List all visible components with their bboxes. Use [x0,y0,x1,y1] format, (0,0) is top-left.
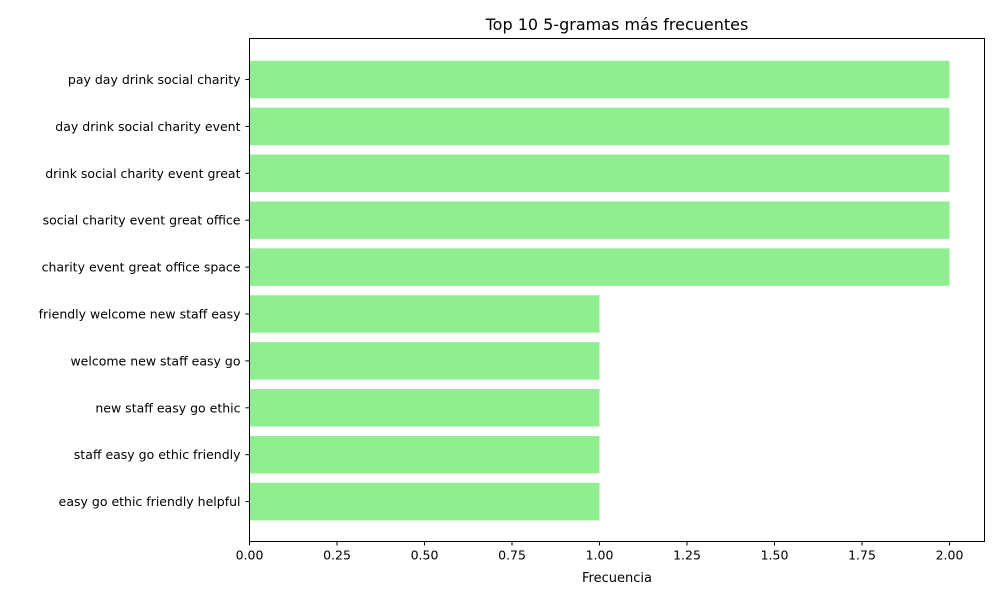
bar [249,60,950,99]
y-tick-label: social charity event great office [43,213,241,228]
bar [249,107,950,146]
bar [249,248,950,286]
y-tick-label: easy go ethic friendly helpful [59,494,241,509]
bar [249,389,600,427]
bar [249,435,600,474]
y-tick-label: staff easy go ethic friendly [74,447,241,462]
bar [249,295,600,333]
y-tick-label: charity event great office space [42,260,241,275]
y-ticks-group: pay day drink social charity day drink so… [39,72,250,509]
y-tick-label: pay day drink social charity [68,72,241,87]
bar [249,482,600,521]
bar [249,201,950,239]
x-tick-label: 1.50 [761,548,789,563]
y-tick-label: drink social charity event great [45,166,240,181]
y-tick-label: welcome new staff easy go [70,353,240,368]
plot-frame [249,38,985,542]
x-ticks-group: 0.00 0.25 0.50 0.75 1.00 1.25 1.50 1.75 2.00 [236,541,964,563]
x-tick-label: 0.25 [323,548,351,563]
x-tick-label: 2.00 [936,548,964,563]
x-tick-label: 1.75 [848,548,876,563]
x-tick-label: 0.75 [498,548,526,563]
bars-group [249,60,950,521]
x-tick-label: 1.25 [673,548,701,563]
y-tick-label: friendly welcome new staff easy [39,307,241,322]
bar [249,154,950,193]
y-tick-label: day drink social charity event [55,119,240,134]
y-tick-label: new staff easy go ethic [95,400,240,415]
bar [249,342,600,380]
x-axis-label: Frecuencia [582,571,652,586]
x-tick-label: 0.50 [411,548,439,563]
chart-title: Top 10 5-gramas más frecuentes [485,15,749,34]
x-tick-label: 0.00 [236,548,264,563]
x-tick-label: 1.00 [586,548,614,563]
